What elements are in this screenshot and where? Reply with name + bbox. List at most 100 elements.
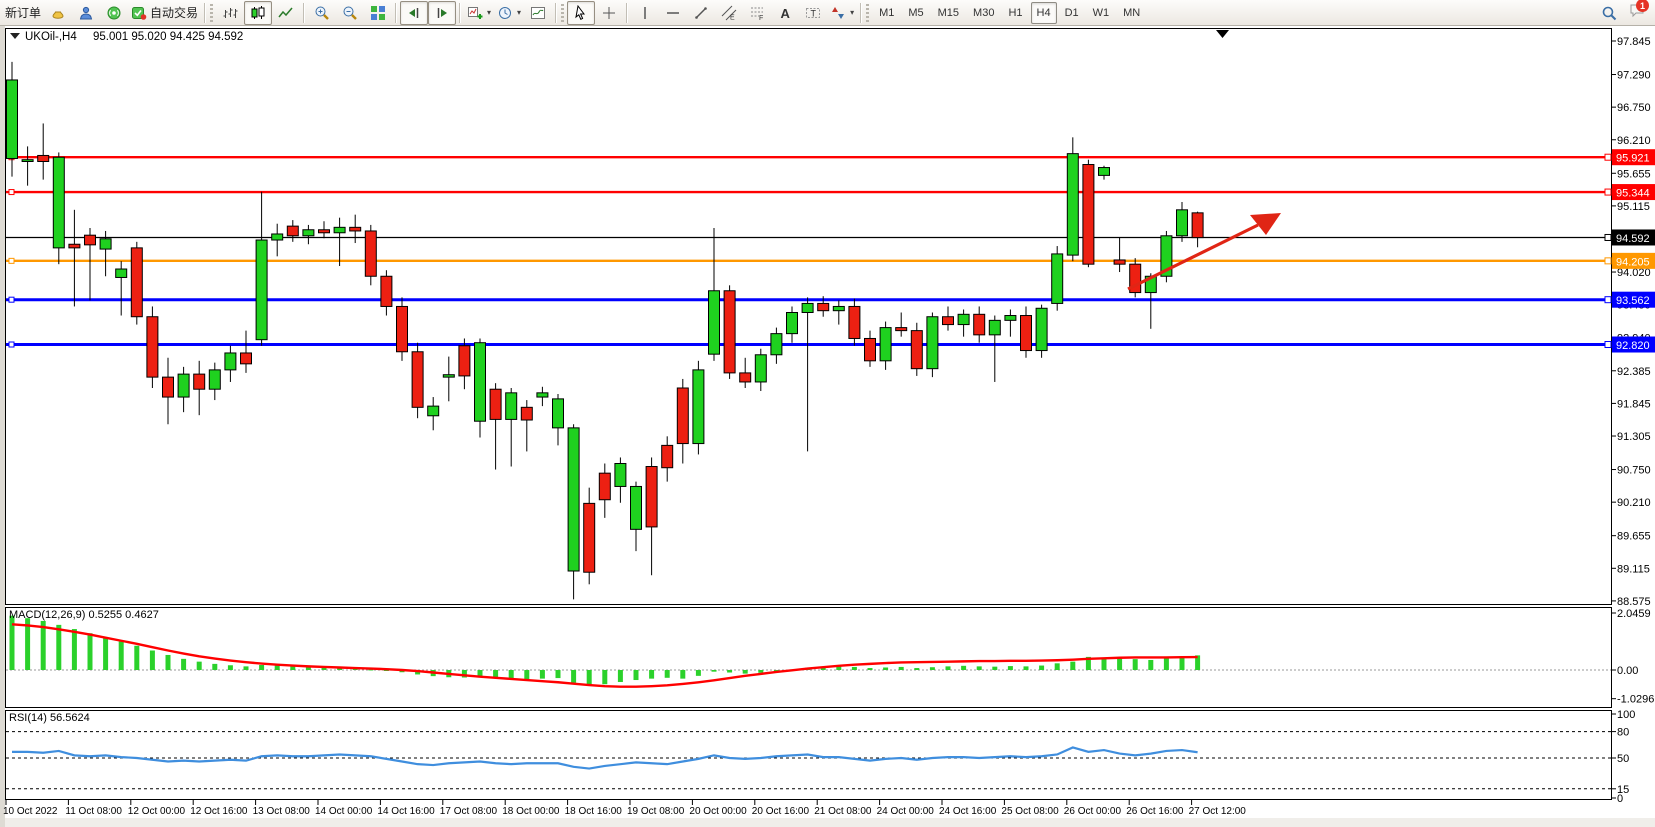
macd-histogram-bar [243,666,249,670]
bull-candle [786,311,798,335]
y-axis-label: 94.020 [1617,267,1651,279]
macd-histogram-bar [290,666,296,670]
line-anchor[interactable] [8,257,15,264]
symbol-dropdown-icon[interactable] [10,33,20,39]
timeframe-button-mn[interactable]: MN [1123,6,1141,19]
toolbar-grip[interactable] [210,3,214,22]
crosshair-button[interactable] [595,1,623,25]
price-badge-value: 95.344 [1616,188,1650,200]
macd-layer [9,615,1201,688]
timeframe-button-m1[interactable]: M1 [879,6,895,19]
text-label-button[interactable]: T [799,1,827,25]
x-axis-label: 24 Oct 16:00 [939,806,997,817]
macd-histogram-bar [742,670,748,674]
bull-candle [567,427,580,572]
macd-histogram-bar [383,670,389,671]
signals-button[interactable] [100,1,128,25]
line-anchor[interactable] [1604,296,1612,304]
new-order-button[interactable]: 新订单 [2,1,44,25]
chart-shift-button[interactable] [428,0,457,25]
toolbar-grip[interactable] [866,3,870,22]
window-left-splitter[interactable] [0,26,5,827]
bear-candle [162,376,174,398]
macd-histogram-bar [1148,659,1154,670]
gold-deposit-button[interactable] [44,1,72,25]
x-axis-label: 26 Oct 16:00 [1126,806,1184,817]
trader-account-button[interactable] [72,1,100,25]
macd-histogram-bar [1070,661,1076,670]
x-axis-label: 13 Oct 08:00 [253,806,311,817]
line-anchor[interactable] [1604,257,1612,265]
macd-panel[interactable] [5,607,1612,708]
toolbar-grip[interactable] [561,3,565,22]
bull-candle [692,369,705,445]
trendline-button[interactable] [687,1,715,25]
window-bottom-edge [5,818,1655,827]
timeframe-button-w1[interactable]: W1 [1092,6,1110,19]
chart-shift-marker[interactable] [1216,30,1229,38]
signal-icon [107,6,121,19]
timeframe-button-m15[interactable]: M15 [937,6,960,19]
macd-histogram-bar [196,661,202,670]
macd-histogram-bar [914,668,920,670]
horizontal-line-button[interactable] [659,1,687,25]
timeframe-button-m30[interactable]: M30 [973,6,995,19]
macd-histogram-bar [508,670,514,679]
price-badge-value: 93.562 [1616,295,1650,307]
notifications-button[interactable]: 1 [1623,0,1651,25]
bull-candle [1176,209,1188,237]
bear-candle [1191,212,1204,239]
bull-candle [1066,153,1079,256]
timeframe-button-h4[interactable]: H4 [1030,1,1057,24]
trend-arrow-head[interactable] [1250,213,1281,235]
rsi-axis-label: 0 [1617,793,1623,805]
timeframe-button-h1[interactable]: H1 [1008,6,1023,19]
periods-icon [499,6,512,19]
line-anchor[interactable] [8,296,15,303]
autotrading-button[interactable]: 自动交易 [128,1,201,25]
macd-histogram-bar [571,670,577,683]
cursor-button[interactable] [567,0,596,25]
auto-scroll-button[interactable] [400,0,429,25]
bear-candle [349,226,362,232]
rsi-axis-label: 15 [1617,784,1629,796]
tile-windows-button[interactable] [364,1,392,25]
vertical-line-button[interactable] [631,1,659,25]
bull-candle [115,268,128,278]
candlestick-chart-button[interactable] [244,0,273,25]
line-anchor[interactable] [8,341,15,348]
chart-title: UKOil-,H4 [25,31,77,43]
periods-button[interactable]: ▾ [494,1,524,25]
line-chart-button[interactable] [272,1,300,25]
bear-candle [942,316,954,326]
candles-icon [251,5,265,19]
timeframe-button-m5[interactable]: M5 [908,6,924,19]
bar-chart-button[interactable] [216,1,244,25]
fibonacci-button[interactable]: F [743,1,771,25]
line-anchor[interactable] [1604,153,1612,161]
main-chart-panel[interactable] [5,28,1612,605]
zoom-out-button[interactable] [336,1,364,25]
indicators-button[interactable]: ▾ [464,1,494,25]
macd-histogram-bar [87,633,93,670]
templates-button[interactable] [524,1,552,25]
line-anchor[interactable] [1604,233,1612,241]
line-anchor[interactable] [1604,188,1612,196]
line-anchor[interactable] [1604,341,1612,349]
search-button[interactable] [1595,1,1623,25]
bear-candle [68,243,81,249]
price-badge [1612,229,1655,246]
macd-histogram-bar [40,620,46,670]
text-button[interactable]: A [771,1,799,25]
y-axis-label: 95.115 [1617,201,1650,213]
zoom-in-button[interactable] [308,1,336,25]
macd-histogram-bar [539,670,545,679]
timeframe-button-d1[interactable]: D1 [1064,6,1079,19]
bear-candle [1082,164,1095,265]
arrows-menu-button[interactable]: ▾ [827,1,857,25]
equidistant-channel-button[interactable]: E [715,1,743,25]
trend-arrow-line[interactable] [1127,223,1259,291]
macd-histogram-bar [649,670,655,679]
line-anchor[interactable] [8,189,15,196]
